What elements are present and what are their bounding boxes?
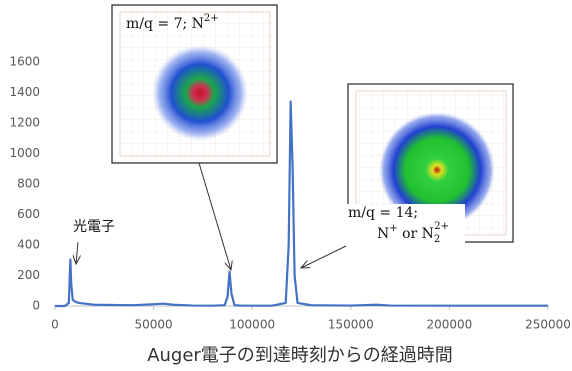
- x-tick-label: 50000: [135, 318, 173, 332]
- page: {"chart_data": {"type": "line", "x_label…: [0, 0, 572, 371]
- arrow: [199, 163, 231, 270]
- x-tick-label: 200000: [426, 318, 472, 332]
- annotation: 光電子: [73, 219, 115, 235]
- y-tick-label: 1600: [9, 55, 40, 69]
- annotation-sub: 2: [434, 234, 440, 245]
- annotation-sup: 2+: [434, 221, 449, 232]
- x-axis-label: Auger電子の到達時刻からの経過時間: [147, 345, 453, 366]
- arrow: [76, 242, 78, 264]
- y-tick-label: 400: [17, 238, 40, 252]
- x-tick-label: 150000: [328, 318, 374, 332]
- y-tick-label: 800: [17, 177, 40, 191]
- x-tick-label: 100000: [229, 318, 275, 332]
- annotation-sup: 2+: [204, 13, 219, 24]
- detector-image: [152, 45, 248, 141]
- annotation-part: m/q = 7; N: [126, 16, 204, 32]
- annotation-part: N: [377, 226, 389, 242]
- x-tick-label: 250000: [525, 318, 571, 332]
- arrow: [301, 246, 346, 268]
- y-tick-label: 600: [17, 207, 40, 221]
- y-tick-label: 1000: [9, 146, 40, 160]
- x-tick-label: 0: [51, 318, 59, 332]
- annotation-sup: +: [389, 223, 397, 234]
- chart: 0 200 400 600 800 1000 1200 1400 1600 0 50000 10000…: [0, 0, 572, 371]
- annotation-part: or N: [398, 226, 434, 242]
- y-tick-label: 0: [32, 299, 40, 313]
- annotation: m/q = 14;: [348, 205, 418, 221]
- y-tick-label: 1200: [9, 116, 40, 130]
- y-tick-label: 200: [17, 268, 40, 282]
- y-tick-label: 1400: [9, 85, 40, 99]
